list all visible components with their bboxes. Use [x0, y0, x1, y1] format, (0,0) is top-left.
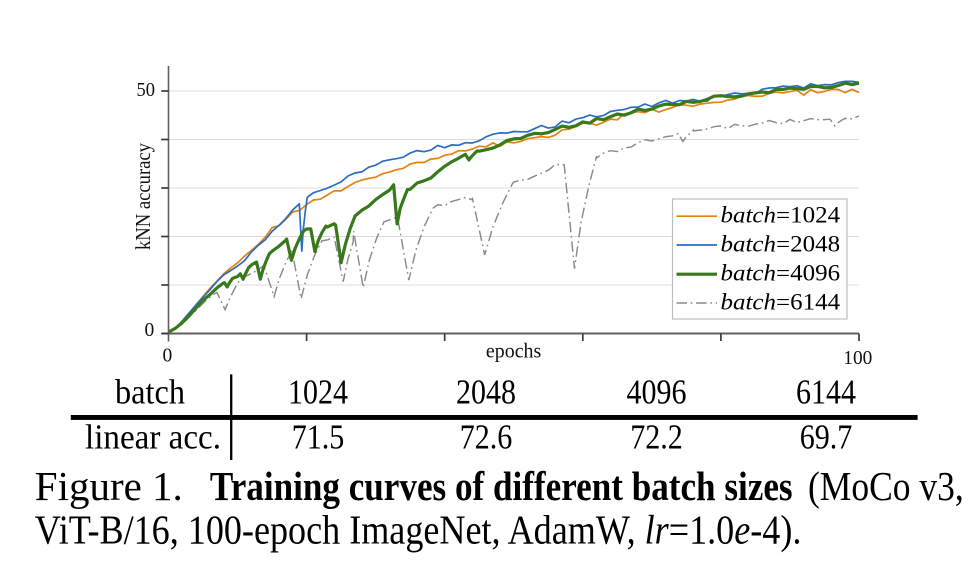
svg-text:batch=2048: batch =2048 — [721, 231, 841, 256]
svg-text:linear acc.: linear acc. — [85, 418, 221, 457]
svg-text:batch=4096: batch =4096 — [721, 261, 841, 286]
svg-text:kNN accuracy: kNN accuracy — [131, 143, 155, 250]
svg-text:1024: 1024 — [288, 372, 348, 411]
svg-text:0: 0 — [163, 346, 173, 367]
svg-text:72.6: 72.6 — [460, 418, 513, 457]
svg-text:(MoCo v3,: (MoCo v3, — [808, 463, 964, 509]
svg-text:6144: 6144 — [796, 372, 856, 411]
svg-text:ViT-B/16, 100-epoch ImageNet,: ViT-B/16, 100-epoch ImageNet, AdamW, lr=… — [35, 507, 802, 553]
svg-text:4096: 4096 — [627, 372, 687, 411]
svg-text:epochs: epochs — [486, 339, 541, 363]
svg-text:69.7: 69.7 — [800, 418, 853, 457]
svg-text:Figure 1.: Figure 1. — [35, 463, 183, 509]
svg-text:batch=1024: batch =1024 — [721, 203, 841, 228]
svg-text:2048: 2048 — [456, 372, 516, 411]
svg-text:batch: batch — [115, 372, 185, 411]
svg-text:100: 100 — [843, 348, 872, 369]
svg-text:71.5: 71.5 — [292, 418, 345, 457]
svg-text:50: 50 — [137, 80, 156, 101]
svg-text:Training curves of different b: Training curves of different batch sizes — [210, 463, 793, 509]
svg-text:batch=6144: batch =6144 — [721, 289, 841, 314]
svg-text:0: 0 — [144, 320, 154, 341]
svg-text:72.2: 72.2 — [630, 418, 683, 457]
